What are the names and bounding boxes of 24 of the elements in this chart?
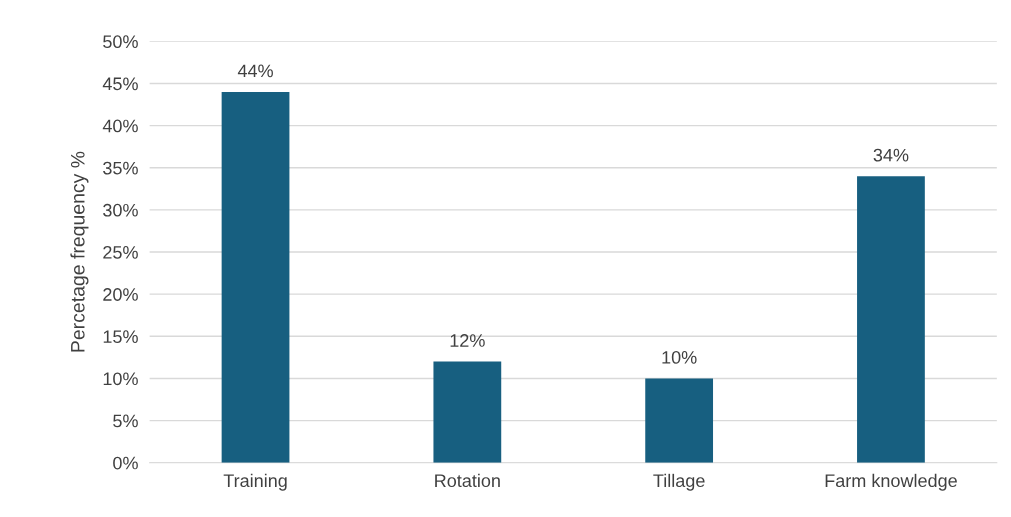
y-tick-label: 20% [103, 288, 138, 301]
y-tick-label: 25% [103, 245, 138, 259]
y-tick-label: 5% [113, 414, 138, 428]
bar [857, 176, 925, 463]
y-tick-label: 30% [103, 203, 138, 217]
data-label: 12% [450, 334, 485, 347]
y-tick-label: 10% [103, 372, 138, 386]
bar [433, 361, 502, 463]
y-tick-label: 40% [102, 119, 138, 133]
y-tick-label: 15% [103, 330, 138, 344]
y-axis-title: Percetage frequency % [70, 151, 89, 352]
x-tick-label: Farm knowledge [825, 473, 957, 491]
data-label: 34% [873, 148, 909, 162]
x-tick-label: Training [223, 473, 287, 491]
y-tick-label: 0% [113, 456, 138, 470]
data-label: 44% [237, 64, 273, 78]
x-tick-label: Tillage [653, 473, 705, 491]
y-tick-label: 35% [103, 161, 138, 175]
data-label: 10% [662, 350, 697, 364]
bar [221, 91, 290, 463]
bar [645, 378, 714, 463]
y-tick-label: 50% [103, 35, 138, 49]
y-tick-label: 45% [102, 77, 138, 91]
x-tick-label: Rotation [435, 473, 500, 488]
